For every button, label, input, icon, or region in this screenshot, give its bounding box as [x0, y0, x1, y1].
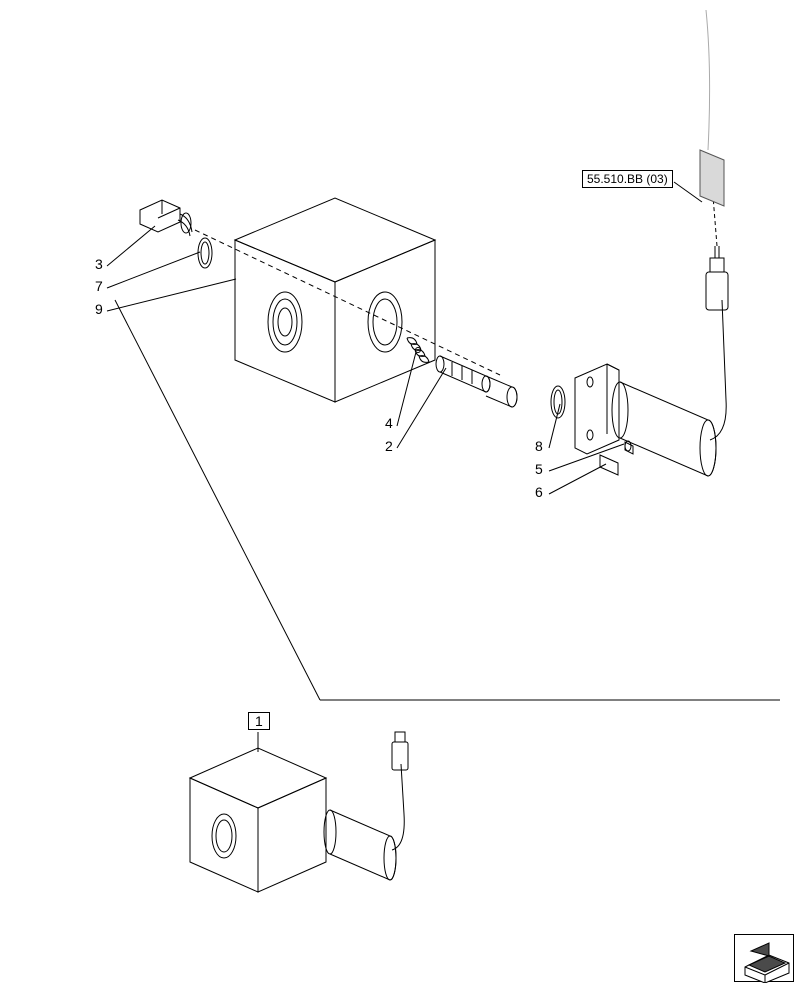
part-plug — [140, 200, 192, 236]
part-connector-upper — [700, 10, 728, 440]
parts-diagram — [0, 0, 812, 1000]
part-oring-7 — [198, 238, 212, 268]
part-block — [235, 198, 435, 402]
leader-lines — [107, 182, 702, 494]
callout-5: 5 — [535, 461, 543, 477]
callout-3: 3 — [95, 256, 103, 272]
return-icon[interactable] — [734, 934, 794, 982]
assembly-view — [190, 732, 408, 892]
part-solenoid — [575, 364, 716, 476]
reference-label: 55.510.BB (03) — [582, 170, 673, 188]
callout-9: 9 — [95, 301, 103, 317]
callout-4: 4 — [385, 415, 393, 431]
callout-7: 7 — [95, 278, 103, 294]
part-spring — [407, 338, 429, 363]
callout-6: 6 — [535, 484, 543, 500]
part-spool — [436, 356, 517, 407]
callout-8: 8 — [535, 438, 543, 454]
callout-1: 1 — [248, 712, 270, 730]
callout-2: 2 — [385, 438, 393, 454]
